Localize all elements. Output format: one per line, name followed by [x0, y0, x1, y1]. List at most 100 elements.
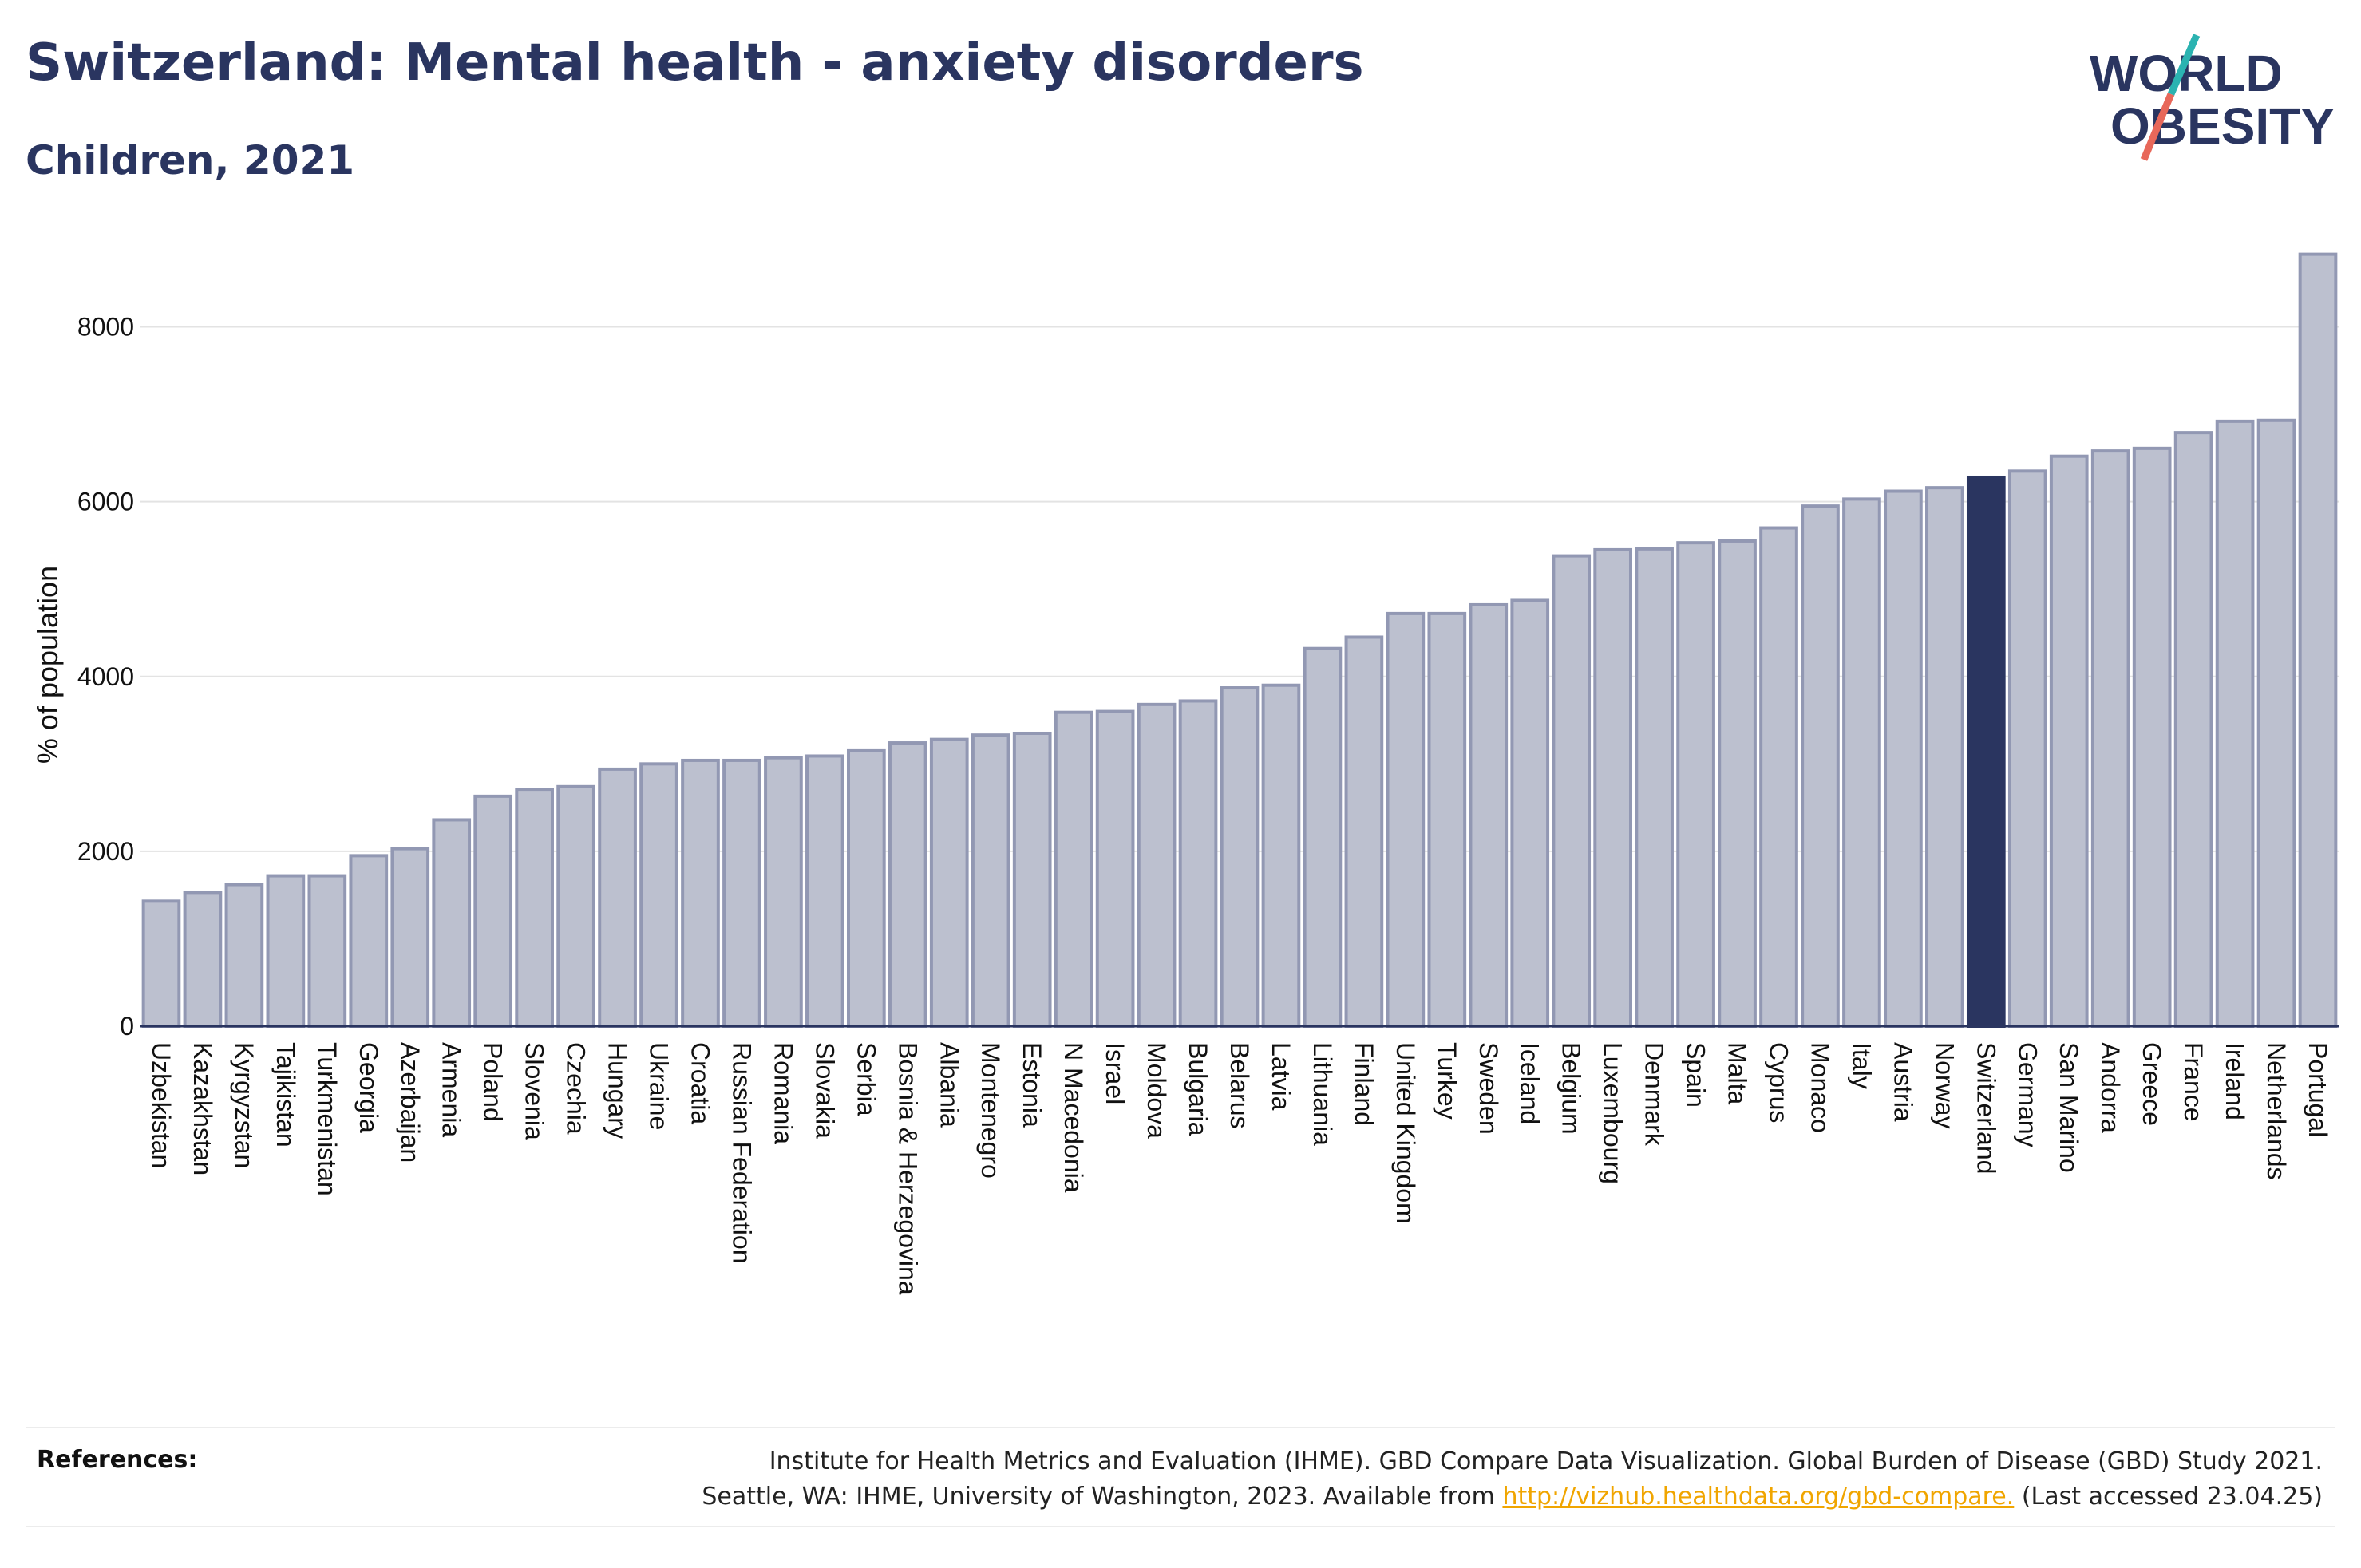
bar	[1344, 635, 1384, 1028]
bar	[1469, 602, 1509, 1028]
x-tick-label: Turkey	[1433, 1042, 1461, 1120]
x-tick-label: Greece	[2138, 1042, 2166, 1126]
bar	[183, 891, 223, 1028]
reference-line-1: Institute for Health Metrics and Evaluat…	[769, 1448, 2323, 1475]
bar	[556, 784, 595, 1028]
x-tick-label: Russian Federation	[727, 1042, 756, 1263]
bar	[1842, 497, 1881, 1028]
x-tick-label: Bosnia & Herzegovina	[893, 1042, 922, 1295]
bar	[1012, 731, 1052, 1028]
x-tick-label: Moldova	[1142, 1042, 1171, 1139]
bar	[1552, 554, 1592, 1028]
bar	[224, 883, 264, 1029]
logo-accent-teal	[2167, 34, 2201, 96]
bar	[473, 794, 513, 1028]
x-tick-label: Armenia	[437, 1042, 466, 1137]
x-tick-label: Georgia	[354, 1042, 383, 1133]
reference-link[interactable]: http://vizhub.healthdata.org/gbd-compare…	[1502, 1483, 2015, 1511]
bar	[1510, 598, 1550, 1028]
x-tick-label: Portugal	[2304, 1042, 2332, 1137]
y-tick-label: 2000	[77, 837, 134, 866]
bar	[888, 741, 927, 1028]
x-tick-label: Italy	[1847, 1042, 1876, 1089]
x-tick-label: Switzerland	[1971, 1042, 2000, 1174]
x-tick-label: Azerbaijan	[396, 1042, 425, 1163]
bar	[1966, 475, 2006, 1028]
reference-line-2-prefix: Seattle, WA: IHME, University of Washing…	[702, 1483, 1503, 1511]
x-tick-label: N Macedonia	[1059, 1042, 1088, 1193]
bar	[1303, 646, 1343, 1028]
x-tick-label: France	[2179, 1042, 2208, 1122]
bar	[1593, 547, 1633, 1028]
bar	[390, 847, 430, 1028]
bar	[349, 854, 389, 1029]
bar	[1801, 504, 1840, 1028]
x-tick-label: Germany	[2013, 1042, 2042, 1147]
bar	[722, 758, 761, 1028]
x-tick-label: Kyrgyzstan	[230, 1042, 259, 1168]
bar	[598, 767, 637, 1028]
x-tick-label: Slovakia	[810, 1042, 839, 1139]
x-tick-label: Ireland	[2221, 1042, 2249, 1120]
x-tick-label: Norway	[1930, 1042, 1959, 1128]
x-tick-label: Poland	[479, 1042, 508, 1122]
x-tick-label: Austria	[1888, 1042, 1917, 1122]
x-tick-label: Serbia	[852, 1042, 880, 1116]
x-tick-label: Iceland	[1516, 1042, 1544, 1124]
reference-line-2-suffix: (Last accessed 23.04.25)	[2014, 1483, 2323, 1511]
x-tick-label: Belgium	[1557, 1042, 1586, 1135]
x-tick-label: Latvia	[1267, 1042, 1295, 1111]
bar	[1386, 611, 1426, 1028]
y-tick-label: 0	[120, 1012, 134, 1041]
x-tick-label: Slovenia	[520, 1042, 549, 1140]
x-tick-label: Croatia	[686, 1042, 714, 1124]
bar	[805, 754, 844, 1028]
x-tick-label: Monaco	[1805, 1042, 1834, 1133]
x-tick-label: Tajikistan	[271, 1042, 300, 1147]
bar	[141, 899, 181, 1029]
x-tick-label: Belarus	[1225, 1042, 1254, 1129]
bar	[1676, 541, 1715, 1028]
y-tick-label: 8000	[77, 313, 134, 342]
bar	[1137, 702, 1177, 1029]
x-tick-label: Lithuania	[1308, 1042, 1337, 1146]
footer-bottom-divider	[26, 1526, 2335, 1527]
reference-line-2: Seattle, WA: IHME, University of Washing…	[487, 1479, 2323, 1515]
x-tick-label: San Marino	[2055, 1042, 2083, 1173]
chart-subtitle: Children, 2021	[26, 137, 355, 184]
bar	[1759, 526, 1798, 1028]
bar	[2298, 252, 2338, 1028]
bar	[2090, 449, 2130, 1028]
x-tick-label: Albania	[935, 1042, 963, 1128]
x-tick-label: Netherlands	[2262, 1042, 2291, 1180]
y-tick-label: 6000	[77, 488, 134, 516]
bar	[1220, 686, 1260, 1029]
bar	[846, 748, 886, 1029]
bar-chart: 0 2000 4000 6000 8000 % of population Uzbekist…	[31, 252, 2339, 1295]
references-label: References:	[37, 1446, 198, 1474]
bar	[929, 737, 969, 1028]
x-tick-label: Cyprus	[1765, 1042, 1793, 1123]
bar	[1884, 489, 1923, 1028]
bar	[432, 818, 472, 1028]
bar	[1925, 486, 1964, 1028]
y-tick-label: 4000	[77, 662, 134, 691]
x-tick-label: Estonia	[1018, 1042, 1046, 1128]
y-axis-label: % of population	[31, 566, 64, 764]
x-tick-label: Hungary	[603, 1042, 632, 1139]
bar	[266, 874, 306, 1029]
bar	[639, 762, 678, 1028]
bar	[1261, 683, 1301, 1028]
x-tick-label: Andorra	[2096, 1042, 2125, 1133]
bar	[2132, 446, 2172, 1028]
world-obesity-logo: WORLD OBESITY	[2090, 34, 2335, 161]
bar	[1095, 709, 1135, 1028]
x-tick-label: Czechia	[562, 1042, 591, 1135]
bar	[1635, 547, 1674, 1028]
bar	[2049, 454, 2089, 1028]
x-tick-label: Kazakhstan	[188, 1042, 217, 1175]
x-tick-label: Spain	[1682, 1042, 1710, 1108]
bar	[764, 756, 803, 1028]
x-tick-label: United Kingdom	[1391, 1042, 1420, 1224]
bar	[1178, 699, 1218, 1028]
